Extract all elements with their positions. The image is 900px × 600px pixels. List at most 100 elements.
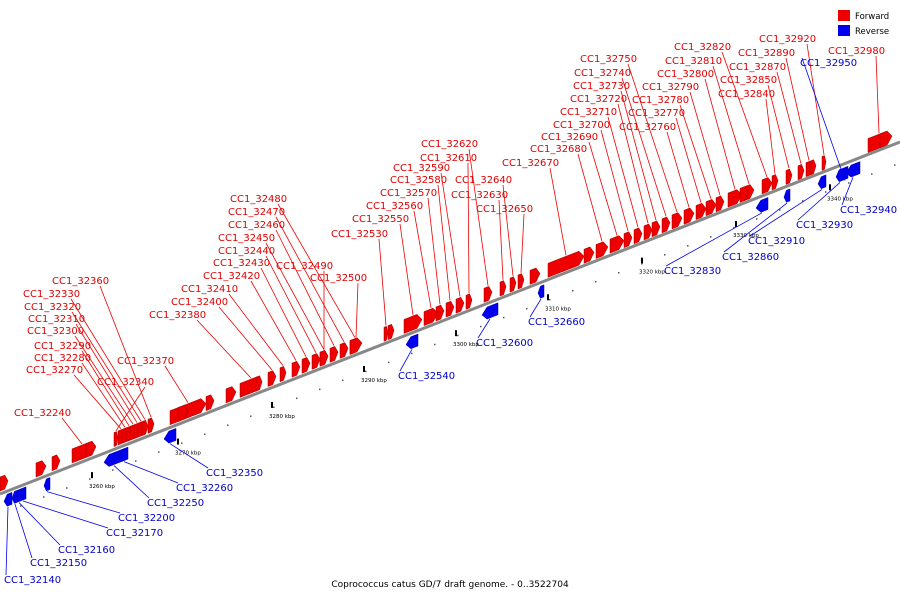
- forward-gene-label[interactable]: CC1_32770: [628, 108, 685, 119]
- forward-gene[interactable]: [809, 159, 817, 176]
- forward-gene[interactable]: [301, 357, 311, 374]
- reverse-gene[interactable]: [783, 188, 791, 203]
- forward-gene-label[interactable]: CC1_32370: [117, 356, 174, 367]
- reverse-gene[interactable]: [481, 302, 499, 320]
- forward-gene-label[interactable]: CC1_32440: [218, 246, 275, 257]
- forward-gene[interactable]: [683, 207, 695, 225]
- forward-gene[interactable]: [771, 174, 779, 191]
- forward-gene-label[interactable]: CC1_32590: [393, 163, 450, 174]
- forward-gene[interactable]: [403, 314, 423, 334]
- reverse-gene-label[interactable]: CC1_32940: [840, 205, 897, 216]
- forward-gene[interactable]: [517, 273, 525, 290]
- forward-gene-label[interactable]: CC1_32300: [27, 326, 84, 337]
- forward-gene[interactable]: [739, 186, 749, 203]
- forward-gene[interactable]: [113, 431, 119, 447]
- forward-gene[interactable]: [623, 231, 633, 249]
- forward-gene-label[interactable]: CC1_32420: [203, 271, 260, 282]
- forward-gene-label[interactable]: CC1_32730: [573, 81, 630, 92]
- forward-gene[interactable]: [633, 227, 643, 245]
- forward-gene[interactable]: [339, 342, 349, 359]
- forward-gene-label[interactable]: CC1_32320: [24, 302, 81, 313]
- forward-gene-label[interactable]: CC1_32570: [380, 188, 437, 199]
- forward-gene-label[interactable]: CC1_32740: [574, 68, 631, 79]
- forward-gene[interactable]: [141, 419, 149, 436]
- forward-gene[interactable]: [821, 155, 827, 171]
- reverse-gene-label[interactable]: CC1_32260: [176, 483, 233, 494]
- forward-gene[interactable]: [319, 350, 329, 367]
- forward-gene[interactable]: [715, 195, 725, 213]
- forward-gene-label[interactable]: CC1_32280: [34, 353, 91, 364]
- reverse-gene-label[interactable]: CC1_32540: [398, 371, 455, 382]
- forward-gene-label[interactable]: CC1_32780: [632, 95, 689, 106]
- forward-gene-label[interactable]: CC1_32380: [149, 310, 206, 321]
- forward-gene[interactable]: [661, 216, 671, 234]
- forward-gene-label[interactable]: CC1_32290: [34, 341, 91, 352]
- forward-gene[interactable]: [499, 280, 507, 297]
- forward-gene[interactable]: [85, 440, 97, 458]
- reverse-gene[interactable]: [119, 446, 129, 462]
- forward-gene-label[interactable]: CC1_32580: [390, 175, 447, 186]
- forward-gene-label[interactable]: CC1_32820: [674, 42, 731, 53]
- reverse-gene[interactable]: [537, 284, 545, 299]
- reverse-gene[interactable]: [19, 486, 27, 501]
- reverse-gene-label[interactable]: CC1_32910: [748, 236, 805, 247]
- forward-gene-label[interactable]: CC1_32920: [759, 34, 816, 45]
- forward-gene-label[interactable]: CC1_32460: [228, 220, 285, 231]
- forward-gene[interactable]: [879, 130, 893, 149]
- forward-gene-label[interactable]: CC1_32670: [502, 158, 559, 169]
- reverse-gene[interactable]: [43, 477, 51, 492]
- forward-gene[interactable]: [147, 417, 155, 434]
- forward-gene-label[interactable]: CC1_32680: [530, 144, 587, 155]
- forward-gene-label[interactable]: CC1_32360: [52, 276, 109, 287]
- reverse-gene[interactable]: [755, 197, 769, 213]
- forward-gene[interactable]: [177, 404, 189, 422]
- reverse-gene-label[interactable]: CC1_32200: [118, 513, 175, 524]
- reverse-gene-label[interactable]: CC1_32600: [476, 338, 533, 349]
- forward-gene-label[interactable]: CC1_32450: [218, 233, 275, 244]
- forward-gene[interactable]: [225, 386, 237, 404]
- forward-gene-label[interactable]: CC1_32530: [331, 229, 388, 240]
- forward-gene[interactable]: [643, 223, 653, 241]
- reverse-gene-label[interactable]: CC1_32160: [58, 545, 115, 556]
- forward-gene-label[interactable]: CC1_32700: [553, 120, 610, 131]
- forward-gene-label[interactable]: CC1_32890: [738, 48, 795, 59]
- forward-gene[interactable]: [595, 241, 609, 259]
- forward-gene-label[interactable]: CC1_32560: [366, 201, 423, 212]
- reverse-gene-label[interactable]: CC1_32930: [796, 220, 853, 231]
- forward-gene[interactable]: [727, 189, 743, 208]
- forward-gene[interactable]: [205, 394, 215, 412]
- forward-gene-label[interactable]: CC1_32650: [476, 204, 533, 215]
- forward-gene-label[interactable]: CC1_32270: [26, 365, 83, 376]
- forward-gene[interactable]: [509, 276, 517, 293]
- forward-gene-label[interactable]: CC1_32430: [213, 258, 270, 269]
- forward-gene[interactable]: [383, 325, 389, 342]
- forward-gene[interactable]: [387, 323, 395, 341]
- forward-gene[interactable]: [609, 235, 625, 254]
- reverse-gene-label[interactable]: CC1_32150: [30, 558, 87, 569]
- forward-gene[interactable]: [267, 370, 277, 387]
- forward-gene-label[interactable]: CC1_32340: [97, 377, 154, 388]
- reverse-gene-label[interactable]: CC1_32660: [528, 317, 585, 328]
- forward-gene[interactable]: [35, 460, 47, 478]
- reverse-gene-label[interactable]: CC1_32140: [4, 575, 61, 586]
- reverse-gene-label[interactable]: CC1_32950: [800, 58, 857, 69]
- forward-gene[interactable]: [445, 300, 455, 318]
- forward-gene-label[interactable]: CC1_32400: [171, 297, 228, 308]
- forward-gene-label[interactable]: CC1_32310: [28, 314, 85, 325]
- reverse-gene[interactable]: [845, 161, 861, 178]
- forward-gene[interactable]: [435, 304, 445, 322]
- forward-gene-label[interactable]: CC1_32710: [560, 107, 617, 118]
- forward-gene[interactable]: [423, 307, 439, 327]
- forward-gene-label[interactable]: CC1_32760: [619, 122, 676, 133]
- forward-gene[interactable]: [291, 360, 301, 378]
- reverse-gene-label[interactable]: CC1_32350: [206, 468, 263, 479]
- forward-gene-label[interactable]: CC1_32800: [657, 69, 714, 80]
- reverse-gene[interactable]: [3, 491, 13, 507]
- forward-gene[interactable]: [349, 337, 363, 355]
- forward-gene-label[interactable]: CC1_32610: [420, 153, 477, 164]
- forward-gene[interactable]: [483, 286, 493, 303]
- reverse-gene[interactable]: [163, 427, 177, 444]
- forward-gene-label[interactable]: CC1_32630: [451, 190, 508, 201]
- forward-gene[interactable]: [695, 202, 707, 220]
- forward-gene[interactable]: [0, 474, 9, 492]
